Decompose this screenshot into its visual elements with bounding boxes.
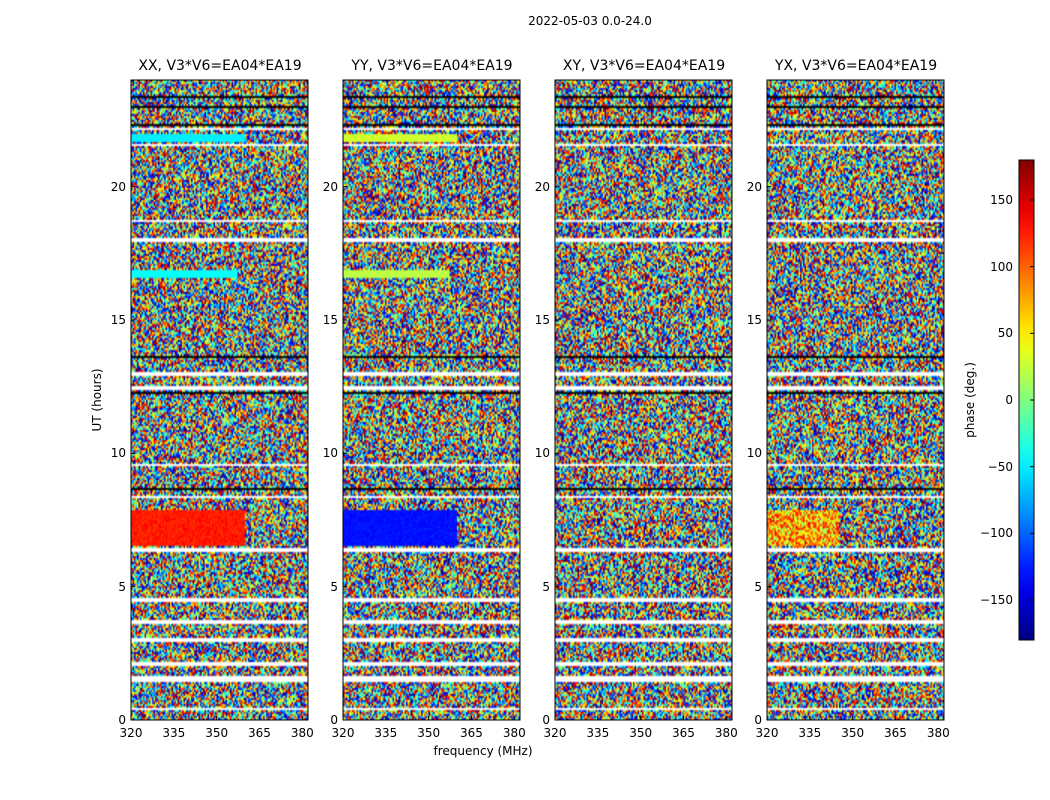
panel-frame-0 — [130, 79, 309, 721]
x-tick-label: 320 — [755, 726, 779, 740]
panel-title-xy: XY, V3*V6=EA04*EA19 — [562, 58, 726, 74]
x-tick-label: 335 — [586, 726, 610, 740]
x-tick-label: 380 — [926, 726, 950, 740]
x-tick-label: 335 — [162, 726, 186, 740]
y-tick-label: 15 — [322, 313, 338, 327]
y-tick-label: 0 — [754, 713, 762, 727]
x-tick-label: 350 — [205, 726, 229, 740]
y-tick-label: 0 — [542, 713, 550, 727]
x-tick-label: 350 — [417, 726, 441, 740]
colorbar-tick-label: −150 — [980, 593, 1013, 607]
panel-title-yy: YY, V3*V6=EA04*EA19 — [351, 58, 513, 74]
y-tick-label: 15 — [746, 313, 762, 327]
x-tick-label: 380 — [290, 726, 314, 740]
y-tick-label: 0 — [118, 713, 126, 727]
heatmap-image-3 — [767, 80, 944, 720]
panel-frame-3 — [766, 79, 945, 721]
x-tick-label: 320 — [331, 726, 355, 740]
y-tick-label: 20 — [746, 179, 762, 194]
y-tick-label: 0 — [330, 713, 338, 727]
y-tick-label: 5 — [542, 579, 550, 594]
x-tick-label: 365 — [248, 726, 271, 740]
colorbar-tick-label: 50 — [997, 326, 1013, 341]
y-tick-label: 15 — [534, 313, 550, 327]
heatmap-image-0 — [131, 80, 308, 720]
x-tick-label: 335 — [374, 726, 398, 740]
y-tick-label: 5 — [118, 579, 126, 594]
x-tick-label: 365 — [672, 726, 695, 740]
y-tick-label: 20 — [110, 179, 126, 194]
colorbar-tick-label: −50 — [987, 459, 1013, 474]
heatmap-image-1 — [343, 80, 520, 720]
colorbar-tick-label: 150 — [990, 193, 1013, 207]
x-axis-label: frequency (MHz) — [433, 744, 533, 758]
y-tick-label: 10 — [534, 446, 550, 461]
y-tick-label: 20 — [534, 179, 550, 194]
x-tick-label: 380 — [714, 726, 738, 740]
x-tick-label: 350 — [629, 726, 653, 740]
colorbar-tick-label: −100 — [980, 526, 1013, 541]
panel-title-yx: YX, V3*V6=EA04*EA19 — [774, 58, 938, 74]
y-tick-label: 10 — [110, 446, 126, 461]
y-tick-label: 10 — [322, 446, 338, 461]
x-tick-label: 365 — [884, 726, 907, 740]
y-tick-label: 5 — [330, 579, 338, 594]
panel-frame-2 — [554, 79, 733, 721]
x-tick-label: 365 — [460, 726, 483, 740]
y-tick-label: 15 — [110, 313, 126, 327]
heatmap-image-2 — [555, 80, 732, 720]
colorbar-tick-label: 0 — [1005, 393, 1013, 407]
colorbar-tick-label: 100 — [990, 259, 1013, 274]
x-tick-label: 320 — [543, 726, 567, 740]
figure-title: 2022-05-03 0.0-24.0 — [528, 14, 652, 28]
panel-frame-1 — [342, 79, 521, 721]
x-tick-label: 380 — [502, 726, 526, 740]
y-tick-label: 20 — [322, 179, 338, 194]
y-tick-label: 10 — [746, 446, 762, 461]
x-tick-label: 320 — [119, 726, 143, 740]
x-tick-label: 350 — [841, 726, 865, 740]
x-tick-label: 335 — [798, 726, 822, 740]
y-tick-label: 5 — [754, 579, 762, 594]
panel-title-xx: XX, V3*V6=EA04*EA19 — [138, 58, 302, 74]
